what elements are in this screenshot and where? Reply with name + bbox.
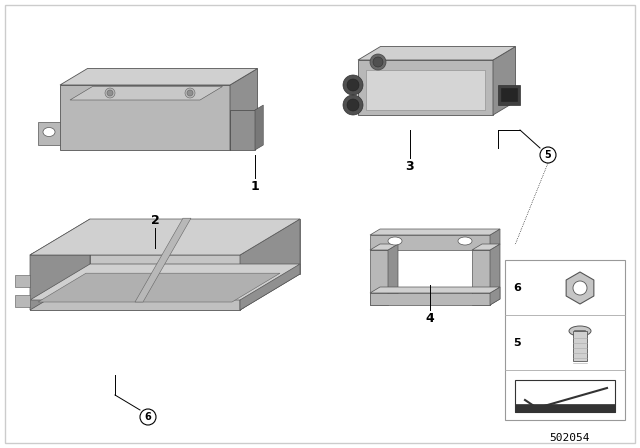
Text: 4: 4 — [426, 311, 435, 324]
Circle shape — [185, 88, 195, 98]
Polygon shape — [240, 253, 244, 310]
Bar — [573, 331, 587, 361]
Polygon shape — [472, 250, 490, 305]
Polygon shape — [501, 88, 517, 101]
Text: 5: 5 — [545, 150, 552, 160]
Polygon shape — [60, 69, 257, 85]
Polygon shape — [30, 219, 300, 255]
Polygon shape — [135, 218, 191, 302]
Polygon shape — [472, 244, 500, 250]
Polygon shape — [60, 85, 230, 150]
Text: 2: 2 — [150, 214, 159, 227]
Ellipse shape — [388, 237, 402, 245]
Text: 6: 6 — [513, 283, 521, 293]
Text: 6: 6 — [145, 412, 152, 422]
Polygon shape — [240, 219, 300, 310]
Polygon shape — [370, 287, 500, 293]
Polygon shape — [370, 235, 490, 250]
Polygon shape — [358, 60, 493, 115]
Polygon shape — [490, 229, 500, 250]
Ellipse shape — [458, 237, 472, 245]
Polygon shape — [230, 110, 255, 150]
Circle shape — [370, 54, 386, 70]
Circle shape — [373, 57, 383, 67]
Bar — [515, 380, 615, 412]
Ellipse shape — [569, 326, 591, 336]
Polygon shape — [370, 229, 500, 235]
Circle shape — [347, 99, 359, 111]
Polygon shape — [370, 250, 388, 305]
Bar — [505, 260, 625, 420]
Text: 502054: 502054 — [550, 433, 590, 443]
Polygon shape — [30, 255, 240, 310]
Circle shape — [187, 90, 193, 96]
Polygon shape — [90, 219, 300, 274]
Circle shape — [107, 90, 113, 96]
Polygon shape — [70, 86, 223, 100]
Polygon shape — [490, 287, 500, 305]
Polygon shape — [38, 122, 60, 145]
Polygon shape — [358, 47, 515, 60]
Polygon shape — [370, 244, 398, 250]
Polygon shape — [15, 275, 30, 287]
Circle shape — [140, 409, 156, 425]
Polygon shape — [38, 273, 280, 302]
Polygon shape — [30, 300, 240, 310]
Polygon shape — [255, 105, 263, 150]
Circle shape — [343, 75, 363, 95]
Polygon shape — [30, 219, 90, 310]
Circle shape — [343, 95, 363, 115]
Circle shape — [347, 79, 359, 91]
Polygon shape — [498, 85, 520, 105]
Polygon shape — [240, 264, 300, 310]
Polygon shape — [388, 244, 398, 305]
Polygon shape — [493, 47, 515, 115]
Text: 3: 3 — [406, 159, 414, 172]
Polygon shape — [15, 295, 30, 307]
Circle shape — [540, 147, 556, 163]
Polygon shape — [490, 244, 500, 305]
Text: 1: 1 — [251, 180, 259, 193]
Circle shape — [105, 88, 115, 98]
Polygon shape — [370, 293, 490, 305]
Bar — [515, 404, 615, 412]
Polygon shape — [30, 264, 300, 300]
Text: 5: 5 — [513, 338, 521, 348]
Circle shape — [573, 281, 587, 295]
Polygon shape — [230, 69, 257, 150]
Polygon shape — [30, 253, 244, 255]
Polygon shape — [366, 70, 485, 110]
Ellipse shape — [43, 128, 55, 137]
